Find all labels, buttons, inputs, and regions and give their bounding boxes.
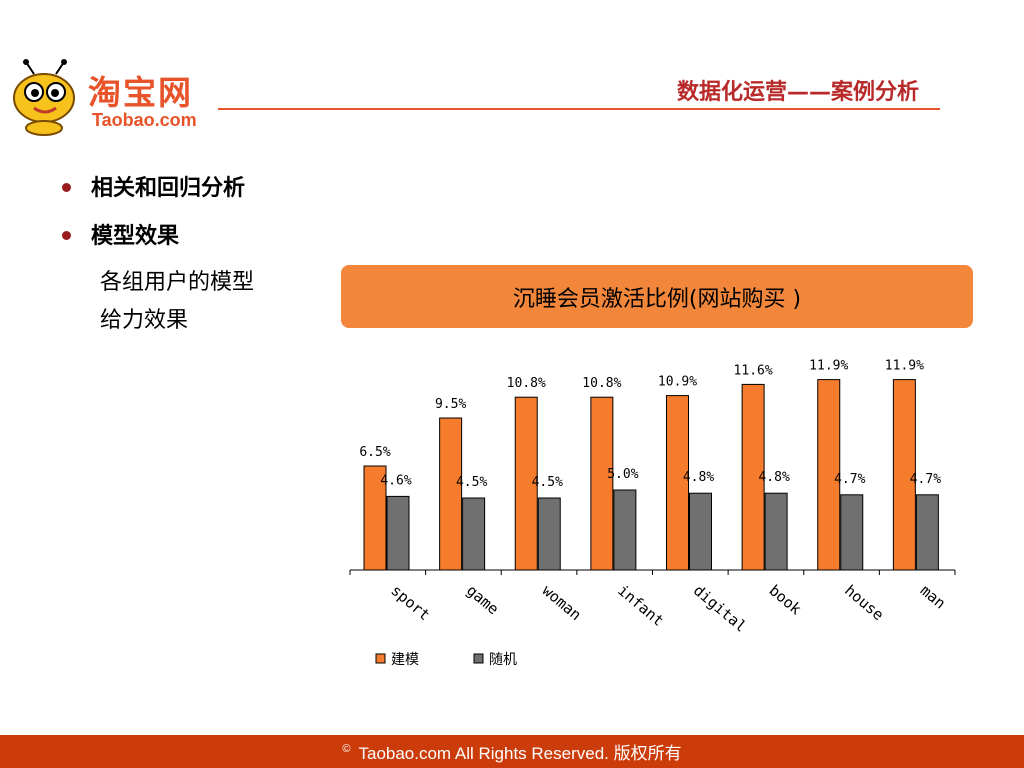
sub-description: 各组用户的模型 给力效果: [100, 264, 254, 340]
bar-infant-model: [590, 396, 614, 571]
bar-game-model: [439, 417, 463, 571]
bullet-label: 模型效果: [91, 224, 180, 249]
taobao-logo[interactable]: 淘宝网 Taobao.com: [4, 58, 219, 138]
bar-woman-random: [537, 497, 561, 571]
bullet-dot-icon: [62, 230, 71, 240]
data-label-infant-model: 10.8%: [582, 376, 621, 391]
data-label-house-random: 4.7%: [834, 472, 865, 487]
bar-game-random: [462, 497, 486, 571]
bar-house-random: [840, 494, 864, 571]
legend-swatch-1: [473, 653, 484, 664]
logo-english-text: Taobao.com: [92, 110, 197, 130]
legend-swatch-0: [375, 653, 386, 664]
data-label-game-model: 9.5%: [435, 397, 466, 412]
data-label-book-random: 4.8%: [758, 470, 789, 485]
data-label-game-random: 4.5%: [456, 475, 487, 490]
x-tick-label-digital: digital: [690, 581, 750, 635]
data-label-house-model: 11.9%: [809, 359, 848, 374]
data-label-woman-model: 10.8%: [507, 376, 546, 391]
chart-title-banner: 沉睡会员激活比例(网站购买 ): [341, 265, 973, 328]
bar-infant-random: [613, 489, 637, 571]
x-tick-label-infant: infant: [614, 581, 667, 630]
x-tick-label-man: man: [917, 581, 949, 612]
bar-book-model: [741, 383, 765, 571]
data-label-sport-model: 6.5%: [359, 445, 390, 460]
data-label-book-model: 11.6%: [734, 363, 773, 378]
slide-title: 数据化运营——案例分析: [676, 80, 919, 105]
bar-man-model: [892, 379, 916, 571]
footer-text: Taobao.com All Rights Reserved. 版权所有: [358, 744, 682, 763]
data-label-digital-model: 10.9%: [658, 375, 697, 390]
bullet-dot-icon: [62, 182, 71, 192]
legend-label-1: 随机: [489, 652, 517, 668]
data-label-woman-random: 4.5%: [532, 475, 563, 490]
bar-woman-model: [514, 396, 538, 571]
bar-sport-random: [386, 495, 410, 571]
bar-sport-model: [363, 465, 387, 571]
copyright-icon: ©: [342, 742, 351, 755]
bullet-label: 相关和回归分析: [91, 176, 246, 201]
bullet-item-regression: 相关和回归分析: [62, 170, 245, 202]
legend-label-0: 建模: [391, 652, 419, 668]
bar-house-model: [817, 379, 841, 571]
x-tick-label-game: game: [463, 581, 502, 618]
bar-chart: 6.5% 4.6% sport 9.5% 4.5% game 10.8% 4.5% woman 1…: [349, 359, 956, 668]
x-tick-label-house: house: [841, 581, 887, 624]
sub-description-line1: 各组用户的模型: [100, 270, 255, 295]
sub-description-line2: 给力效果: [100, 308, 189, 333]
data-label-man-random: 4.7%: [910, 472, 941, 487]
bar-book-random: [764, 492, 788, 571]
ant-mascot-icon: [13, 59, 75, 136]
title-divider: [218, 108, 940, 110]
x-tick-label-sport: sport: [387, 581, 433, 624]
data-label-man-model: 11.9%: [885, 359, 924, 374]
data-label-digital-random: 4.8%: [683, 470, 714, 485]
bar-digital-model: [666, 395, 689, 571]
data-label-sport-random: 4.6%: [380, 473, 411, 488]
x-tick-label-book: book: [766, 581, 805, 618]
logo-chinese-text: 淘宝网: [88, 73, 193, 112]
bar-digital-random: [689, 492, 712, 571]
footer-bar: © Taobao.com All Rights Reserved. 版权所有: [0, 735, 1024, 768]
bar-man-random: [915, 494, 939, 571]
bullet-item-model-effect: 模型效果: [62, 218, 179, 250]
data-label-infant-random: 5.0%: [607, 467, 638, 482]
x-tick-label-woman: woman: [539, 581, 585, 624]
